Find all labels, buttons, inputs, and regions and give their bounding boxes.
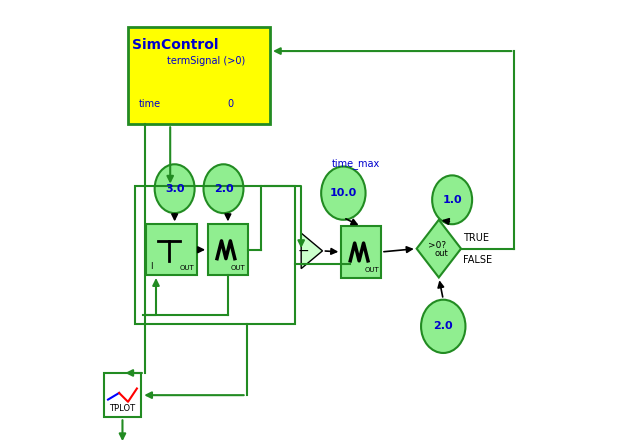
- Text: 1.0: 1.0: [442, 195, 462, 205]
- Text: 0: 0: [228, 99, 233, 109]
- Ellipse shape: [155, 164, 194, 213]
- Text: 2.0: 2.0: [433, 321, 453, 331]
- Bar: [146, 224, 197, 275]
- Text: 2.0: 2.0: [214, 184, 233, 194]
- Text: termSignal (>0): termSignal (>0): [167, 56, 245, 66]
- Text: time: time: [139, 99, 161, 109]
- Polygon shape: [416, 220, 461, 278]
- Text: OUT: OUT: [364, 267, 379, 273]
- Text: TPLOT: TPLOT: [109, 404, 135, 413]
- Text: FALSE: FALSE: [463, 255, 493, 265]
- Ellipse shape: [321, 166, 365, 220]
- Text: −: −: [298, 244, 309, 258]
- Text: >0?: >0?: [428, 241, 446, 250]
- Text: SimControl: SimControl: [133, 38, 219, 52]
- Text: out: out: [434, 250, 448, 258]
- Text: TRUE: TRUE: [463, 233, 489, 242]
- Text: OUT: OUT: [180, 265, 194, 271]
- Polygon shape: [301, 233, 323, 269]
- Bar: [104, 373, 142, 417]
- Ellipse shape: [421, 300, 465, 353]
- FancyBboxPatch shape: [128, 27, 270, 124]
- Bar: [135, 186, 294, 324]
- Text: 10.0: 10.0: [330, 188, 357, 198]
- Text: time_max: time_max: [332, 159, 381, 170]
- Text: OUT: OUT: [231, 265, 246, 271]
- Ellipse shape: [204, 164, 243, 213]
- Ellipse shape: [432, 175, 472, 224]
- Bar: [341, 226, 381, 278]
- Bar: [208, 224, 248, 275]
- Text: I: I: [150, 262, 153, 271]
- Text: 3.0: 3.0: [165, 184, 184, 194]
